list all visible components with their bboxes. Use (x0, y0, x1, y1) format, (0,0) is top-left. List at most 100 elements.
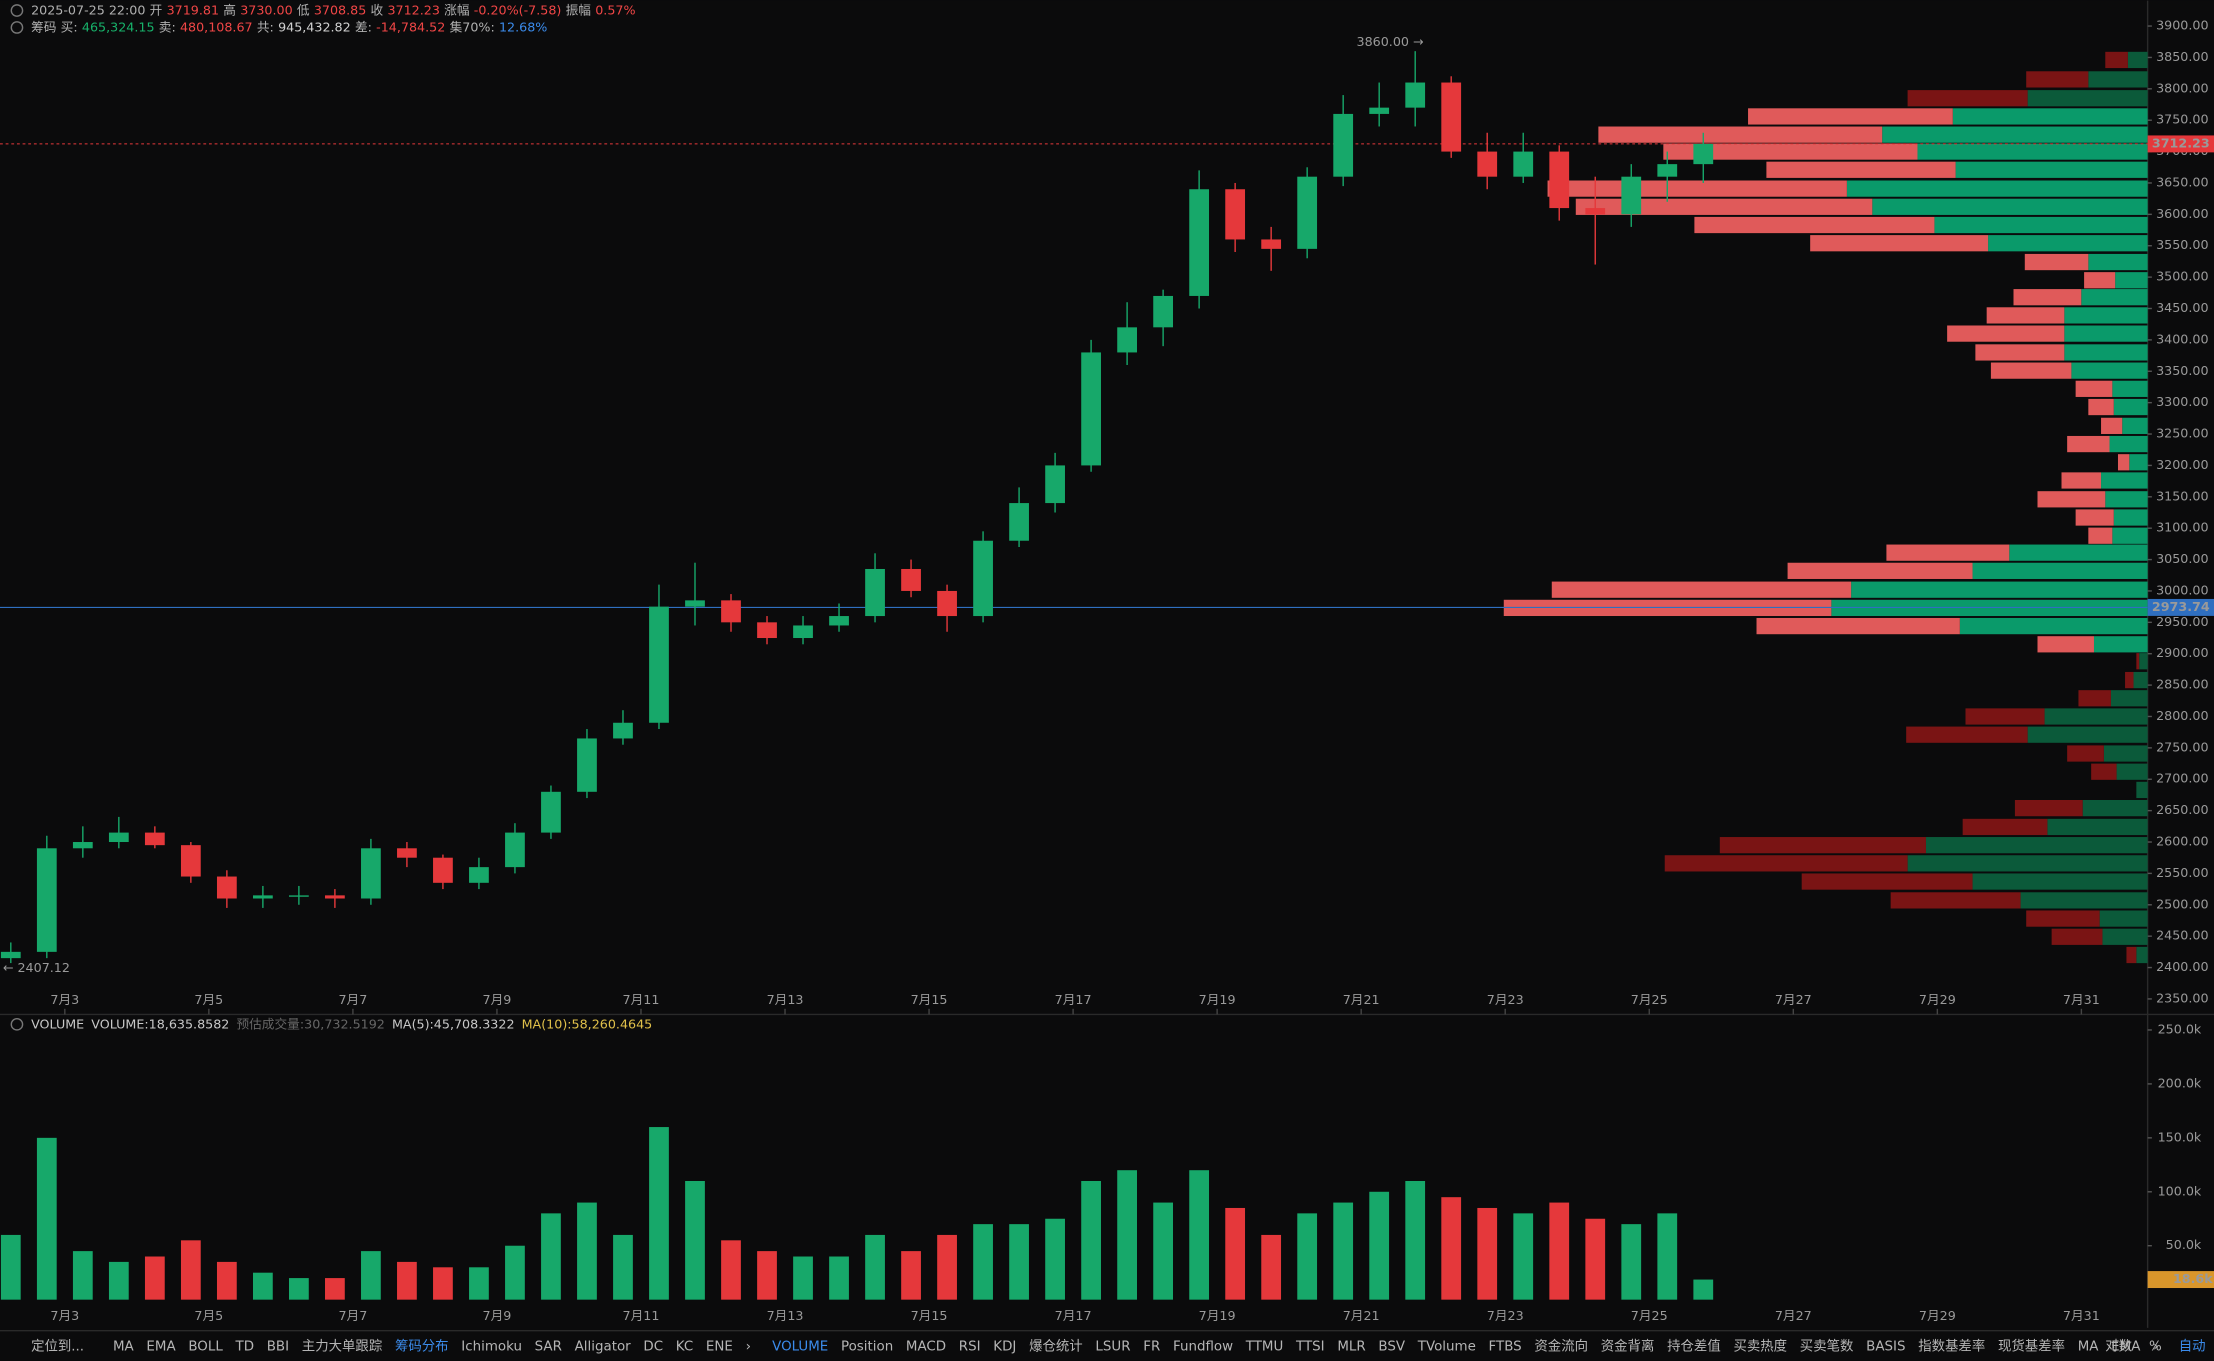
indicator-tab[interactable]: MA (2078, 1339, 2100, 1354)
profile-sell (1810, 235, 1989, 252)
indicator-tab[interactable]: 现货基差率 (1998, 1337, 2065, 1354)
indicator-tab[interactable]: RSI (959, 1339, 981, 1354)
candle-body (1693, 143, 1714, 165)
indicator-tab[interactable]: 买卖热度 (1733, 1338, 1787, 1354)
volume-bar (1117, 1170, 1137, 1300)
indicator-tab[interactable]: VOLUME (772, 1339, 828, 1354)
y-tick-label: 3250.00 (2156, 426, 2208, 441)
indicator-tab[interactable]: Position (841, 1339, 893, 1354)
indicator-tab[interactable]: Fundflow (1173, 1339, 1233, 1354)
indicator-tab[interactable]: BOLL (188, 1339, 223, 1354)
profile-sell (2013, 289, 2082, 306)
volume-bar (180, 1240, 201, 1300)
profile-sell (1990, 362, 2072, 379)
profile-buy (2110, 690, 2148, 707)
volume-tag (2147, 1271, 2214, 1289)
candle-body (108, 832, 129, 843)
indicator-tab[interactable]: MA (113, 1339, 135, 1354)
profile-sell (2037, 636, 2094, 653)
header-line: 筹码 买: 465,324.15 卖: 480,108.67 共: 945,432.82 差:… (31, 19, 547, 34)
indicator-tab[interactable]: FTBS (1489, 1339, 1522, 1354)
axis-option[interactable]: 对数 (2105, 1338, 2132, 1354)
profile-buy (2082, 800, 2148, 817)
y-tick-label: 2750.00 (2156, 739, 2208, 754)
indicator-tab[interactable]: EMA (2111, 1339, 2141, 1354)
collapse-icon[interactable] (10, 4, 24, 17)
indicator-tab[interactable]: 爆仓统计 (1029, 1338, 1083, 1354)
y-tick-label: 2500.00 (2156, 896, 2208, 911)
indicator-tab[interactable]: ENE (706, 1339, 733, 1354)
y-tick-label: 3550.00 (2156, 237, 2208, 252)
indicator-tab[interactable]: Ichimoku (461, 1339, 522, 1354)
axis-option[interactable]: % (2149, 1339, 2162, 1354)
profile-sell (1801, 873, 1973, 890)
axis-option[interactable]: 自动 (2179, 1338, 2206, 1354)
volume-stat: VOLUME:18,635.8582 (91, 1016, 229, 1031)
volume-bar (325, 1278, 345, 1300)
x-tick-label: 7月7 (338, 1308, 367, 1323)
profile-buy (1917, 143, 2148, 160)
indicator-tab[interactable]: EMA (146, 1339, 176, 1354)
indicator-tab[interactable]: SAR (535, 1339, 562, 1354)
volume-bar (288, 1278, 309, 1300)
y-tick-label: 2950.00 (2156, 614, 2208, 629)
volume-bar (36, 1137, 57, 1300)
volume-bar (613, 1234, 633, 1300)
indicator-tab[interactable]: 筹码分布 (395, 1337, 449, 1354)
candle-body (577, 738, 597, 792)
indicator-tab[interactable]: MACD (906, 1339, 946, 1354)
volume-bar (1549, 1202, 1570, 1300)
profile-buy (2044, 708, 2148, 725)
candle-body (721, 600, 741, 623)
profile-sell (1547, 180, 1847, 197)
indicator-tab[interactable]: › (2153, 1339, 2158, 1354)
indicator-tab[interactable]: 买卖笔数 (1800, 1338, 1854, 1354)
header-part: 3712.23 (387, 2, 439, 17)
indicator-tab[interactable]: Alligator (575, 1339, 632, 1354)
y-tick-label: 3900.00 (2156, 18, 2208, 33)
indicator-tab[interactable]: 持仓差值 (1667, 1338, 1721, 1354)
profile-sell (1551, 581, 1852, 598)
indicator-tab[interactable]: 资金背离 (1601, 1337, 1655, 1354)
y-tick-label: 2450.00 (2156, 928, 2208, 943)
indicator-tab[interactable]: BBI (267, 1339, 289, 1354)
indicator-tab[interactable]: TTMU (1245, 1339, 1284, 1354)
profile-buy (1846, 180, 2148, 197)
candle-body (757, 622, 777, 639)
indicator-tab[interactable]: TTSI (1295, 1339, 1325, 1354)
indicator-tab[interactable]: MLR (1337, 1339, 1365, 1354)
annotation: ← 2407.12 (3, 960, 70, 975)
indicator-tab[interactable]: › (746, 1339, 751, 1354)
locate-button[interactable]: 定位到... (31, 1338, 84, 1354)
y-tick-label: 2900.00 (2156, 645, 2208, 660)
collapse-icon[interactable] (10, 21, 24, 34)
profile-buy (2112, 380, 2148, 397)
plot: 2350.00 2400.00 2450.00 2500.00 2550.00 2600.… (0, 18, 2214, 1323)
indicator-tab[interactable]: BSV (1378, 1339, 1405, 1354)
candle-body (1369, 107, 1390, 114)
indicator-tab[interactable]: DC (643, 1339, 663, 1354)
profile-sell (1907, 90, 2028, 107)
indicator-tab[interactable]: FR (1143, 1339, 1160, 1354)
x-tick-label: 7月9 (483, 992, 512, 1007)
indicator-tab[interactable]: 指数基差率 (1918, 1337, 1985, 1354)
indicator-tab[interactable]: BASIS (1866, 1339, 1905, 1354)
indicator-tab[interactable]: KC (676, 1339, 693, 1354)
x-tick-label: 7月15 (911, 1308, 948, 1323)
collapse-icon[interactable] (10, 1017, 24, 1031)
volume-title: VOLUME (31, 1016, 84, 1031)
profile-buy (2064, 344, 2148, 361)
candle-body (288, 895, 309, 897)
indicator-tab[interactable]: KDJ (993, 1339, 1016, 1354)
x-tick-label: 7月15 (911, 992, 948, 1007)
indicator-tab[interactable]: 资金流向 (1534, 1338, 1588, 1354)
header-part: 2025-07-25 22:00 (31, 2, 145, 17)
profile-sell (2014, 800, 2083, 817)
volume-bar (1081, 1180, 1101, 1300)
indicator-tab[interactable]: TD (235, 1339, 255, 1354)
indicator-tab[interactable]: TVolume (1417, 1339, 1476, 1354)
price-tag (2147, 135, 2214, 153)
indicator-tab[interactable]: 主力大单跟踪 (302, 1338, 382, 1354)
y-tick-label: 3150.00 (2156, 488, 2208, 503)
indicator-tab[interactable]: LSUR (1095, 1339, 1130, 1354)
